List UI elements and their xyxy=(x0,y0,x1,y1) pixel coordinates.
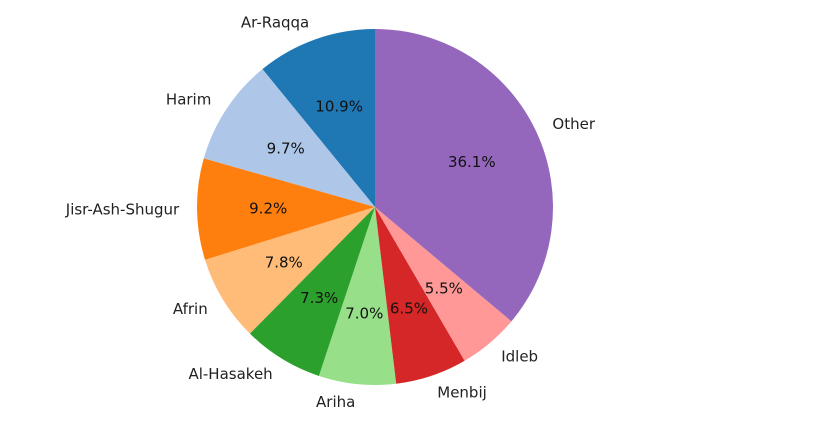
pie-category-label-harim: Harim xyxy=(166,91,211,109)
pie-category-label-al-hasakeh: Al-Hasakeh xyxy=(188,365,272,383)
pie-category-label-ar-raqqa: Ar-Raqqa xyxy=(241,14,309,32)
pie-percent-label-harim: 9.7% xyxy=(267,139,305,157)
pie-slice-other xyxy=(375,28,554,322)
pie-percent-label-idleb: 5.5% xyxy=(425,280,463,298)
pie-category-label-other: Other xyxy=(552,115,595,133)
pie-percent-label-jisr-ash-shugur: 9.2% xyxy=(249,199,287,217)
pie-percent-label-ariha: 7.0% xyxy=(345,304,383,322)
pie-percent-labels: 10.9% 9.7% 9.2% 7.8% 7.3% 7.0% 6.5%5.5% 36.1% xyxy=(249,97,495,322)
pie-slice-menbij xyxy=(375,207,465,384)
pie-category-labels: Ar-Raqqa Harim Jisr-Ash-Shugur Afrin Al-Hasa… xyxy=(65,14,596,411)
pie-percent-label-al-hasakeh: 7.3% xyxy=(300,289,338,307)
pie-slice-afrin xyxy=(205,207,375,334)
pie-category-label-afrin: Afrin xyxy=(173,300,208,318)
pie-slice-ar-raqqa xyxy=(262,29,375,207)
pie-percent-label-afrin: 7.8% xyxy=(265,254,303,272)
pie-slices xyxy=(197,28,554,385)
pie-percent-label-ar-raqqa: 10.9% xyxy=(315,97,363,115)
pie-slice-harim xyxy=(203,69,375,207)
pie-percent-label-menbij: 6.5% xyxy=(390,299,428,317)
pie-slice-al-hasakeh xyxy=(249,207,375,376)
pie-category-label-ariha: Ariha xyxy=(316,393,355,411)
pie-category-label-menbij: Menbij xyxy=(437,384,487,402)
pie-percent-label-other: 36.1% xyxy=(448,153,496,171)
pie-category-label-idleb: Idleb xyxy=(501,348,538,366)
pie-slice-ariha xyxy=(318,207,397,385)
pie-category-label-jisr-ash-shugur: Jisr-Ash-Shugur xyxy=(65,200,180,218)
pie-slice-idleb xyxy=(375,207,512,361)
pie-slice-jisr-ash-shugur xyxy=(197,158,375,260)
